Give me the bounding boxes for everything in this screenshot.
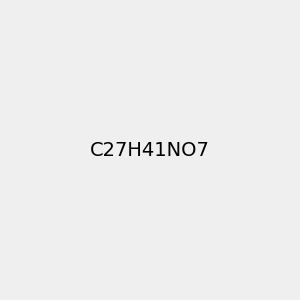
Text: C27H41NO7: C27H41NO7 (90, 140, 210, 160)
